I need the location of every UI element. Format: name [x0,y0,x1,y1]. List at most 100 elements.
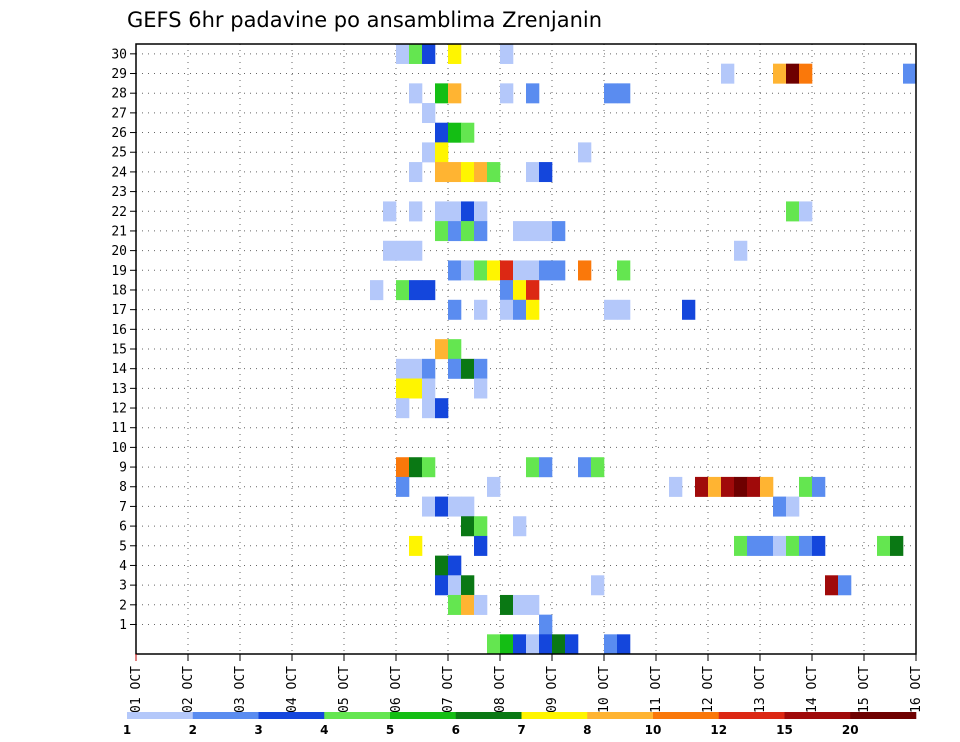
precip-cell [604,299,618,320]
precip-cell [448,162,462,183]
precip-cell [734,535,748,556]
precip-cell [786,496,800,517]
precip-cell [500,280,514,301]
y-tick-label: 18 [111,283,127,298]
precip-cell [513,634,527,655]
x-tick-label: 01 OCT [129,666,144,713]
y-tick-label: 29 [111,67,127,82]
precip-cell [422,44,436,64]
precip-cell [890,535,904,556]
y-tick-label: 28 [111,87,127,102]
precip-cell [539,457,553,478]
precip-cell [383,240,397,261]
data-cells [370,44,917,655]
precip-cell [721,476,735,497]
precip-cell [461,221,475,242]
precip-cell [448,299,462,320]
y-tick-label: 19 [111,264,127,279]
precip-cell [422,358,436,379]
precip-cell [461,594,475,615]
precip-cell [617,299,631,320]
y-tick-label: 10 [111,441,127,456]
legend-label: 12 [710,723,727,737]
y-tick-label: 3 [119,579,127,594]
precip-cell [474,162,488,183]
precip-cell [448,122,462,143]
precip-cell [578,260,592,281]
precip-cell [409,162,423,183]
precip-cell [435,398,449,419]
legend-label: 20 [842,723,859,737]
y-tick-label: 27 [111,106,127,121]
precip-cell [461,162,475,183]
legend-label: 3 [254,723,262,737]
precip-cell [422,142,436,163]
precip-cell [526,162,540,183]
precip-cell [396,240,410,261]
precip-cell [461,358,475,379]
precip-cell [487,476,501,497]
precip-cell [409,83,423,104]
precip-cell [513,594,527,615]
precip-cell [500,83,514,104]
y-tick-label: 26 [111,126,127,141]
precip-cell [682,299,696,320]
precip-cell [474,535,488,556]
y-tick-label: 22 [111,205,127,220]
precip-cell [422,378,436,399]
x-tick-label: 12 OCT [701,666,716,713]
y-tick-label: 16 [111,323,127,338]
precip-cell [435,162,449,183]
x-axis-ticks: 01 OCT 02 OCT 03 OCT 04 OCT 05 OCT 06 OCT 07 O… [129,654,924,713]
y-axis-ticks: 1234567891011121314151617181920212223242… [111,47,136,633]
legend-swatch [521,712,588,719]
y-tick-label: 11 [111,421,127,436]
precip-cell [747,535,761,556]
legend-label: 15 [776,723,793,737]
x-tick-label: 16 OCT [909,666,924,713]
precip-cell [474,299,488,320]
precip-cell [422,457,436,478]
precip-cell [539,260,553,281]
precip-cell [578,457,592,478]
precip-cell [773,496,787,517]
precip-cell [500,299,514,320]
precip-cell [435,555,449,576]
precip-cell [513,260,527,281]
precip-cell [448,496,462,517]
precip-cell [786,63,800,84]
precip-cell [799,535,813,556]
legend-label: 7 [517,723,525,737]
precip-cell [487,260,501,281]
precip-cell [448,575,462,596]
precip-cell [786,535,800,556]
precip-cell [396,358,410,379]
legend-swatch [390,712,457,719]
precip-cell [552,260,566,281]
precip-cell [500,260,514,281]
x-tick-label: 15 OCT [857,666,872,713]
legend-label: 6 [452,723,460,737]
precip-cell [474,378,488,399]
precip-cell [578,142,592,163]
precip-cell [500,594,514,615]
legend-swatch [653,712,720,719]
legend-label: 4 [320,723,328,737]
precip-cell [487,162,501,183]
precip-cell [513,299,527,320]
precip-cell [838,575,852,596]
precip-cell [799,201,813,222]
y-tick-label: 8 [119,480,127,495]
legend-label: 10 [645,723,662,737]
precip-cell [552,221,566,242]
precip-cell [383,201,397,222]
precip-cell [409,378,423,399]
x-tick-label: 05 OCT [337,666,352,713]
x-tick-label: 13 OCT [753,666,768,713]
precip-cell [539,634,553,655]
precip-cell [396,44,410,64]
precip-cell [604,634,618,655]
precip-cell [513,221,527,242]
precip-cell [409,240,423,261]
